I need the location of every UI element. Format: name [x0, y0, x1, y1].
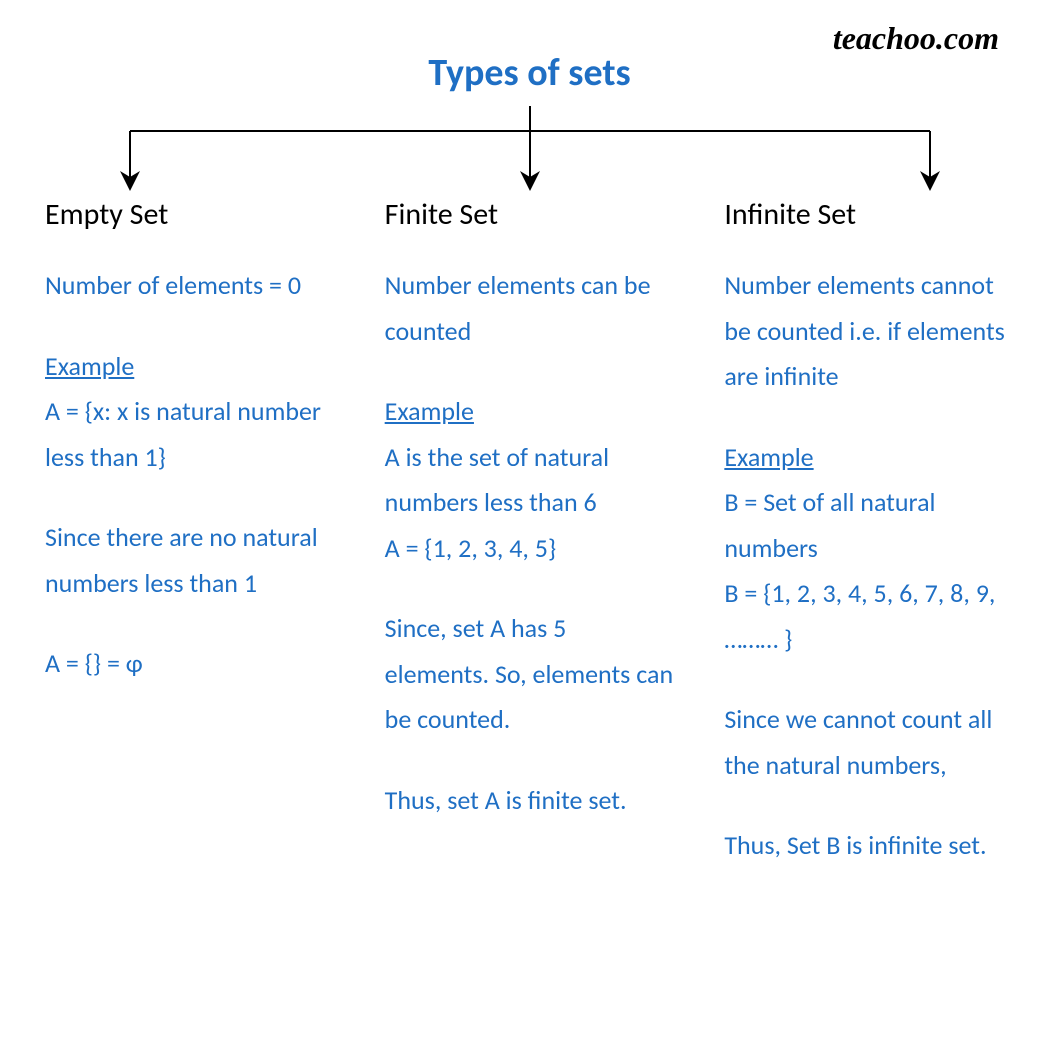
column-heading: Infinite Set [724, 196, 1014, 233]
example-text: A = {x: x is natural number less than 1} [45, 389, 335, 480]
example-text: A is the set of natural numbers less tha… [385, 435, 675, 572]
example-label: Example [724, 441, 813, 473]
column-description: Number elements cannot be counted i.e. i… [724, 263, 1014, 400]
paragraph: Since there are no natural numbers less … [45, 515, 335, 606]
column-heading: Finite Set [385, 196, 675, 233]
example-text: B = Set of all natural numbersB = {1, 2,… [724, 480, 1014, 662]
paragraph: A = {} = φ [45, 641, 335, 687]
column-empty-set: Empty Set Number of elements = 0 Example… [45, 196, 335, 904]
paragraph: Since we cannot count all the natural nu… [724, 697, 1014, 788]
column-finite-set: Finite Set Number elements can be counte… [385, 196, 675, 904]
column-description: Number elements can be counted [385, 263, 675, 354]
column-description: Number of elements = 0 [45, 263, 335, 309]
columns-container: Empty Set Number of elements = 0 Example… [20, 196, 1039, 904]
example-label: Example [385, 395, 474, 427]
column-heading: Empty Set [45, 196, 335, 233]
column-infinite-set: Infinite Set Number elements cannot be c… [724, 196, 1014, 904]
paragraph: Since, set A has 5 elements. So, element… [385, 606, 675, 743]
paragraph: Thus, Set B is infinite set. [724, 823, 1014, 869]
tree-connector [50, 106, 1010, 196]
example-label: Example [45, 350, 134, 382]
paragraph: Thus, set A is finite set. [385, 778, 675, 824]
watermark-text: teachoo.com [833, 20, 999, 57]
